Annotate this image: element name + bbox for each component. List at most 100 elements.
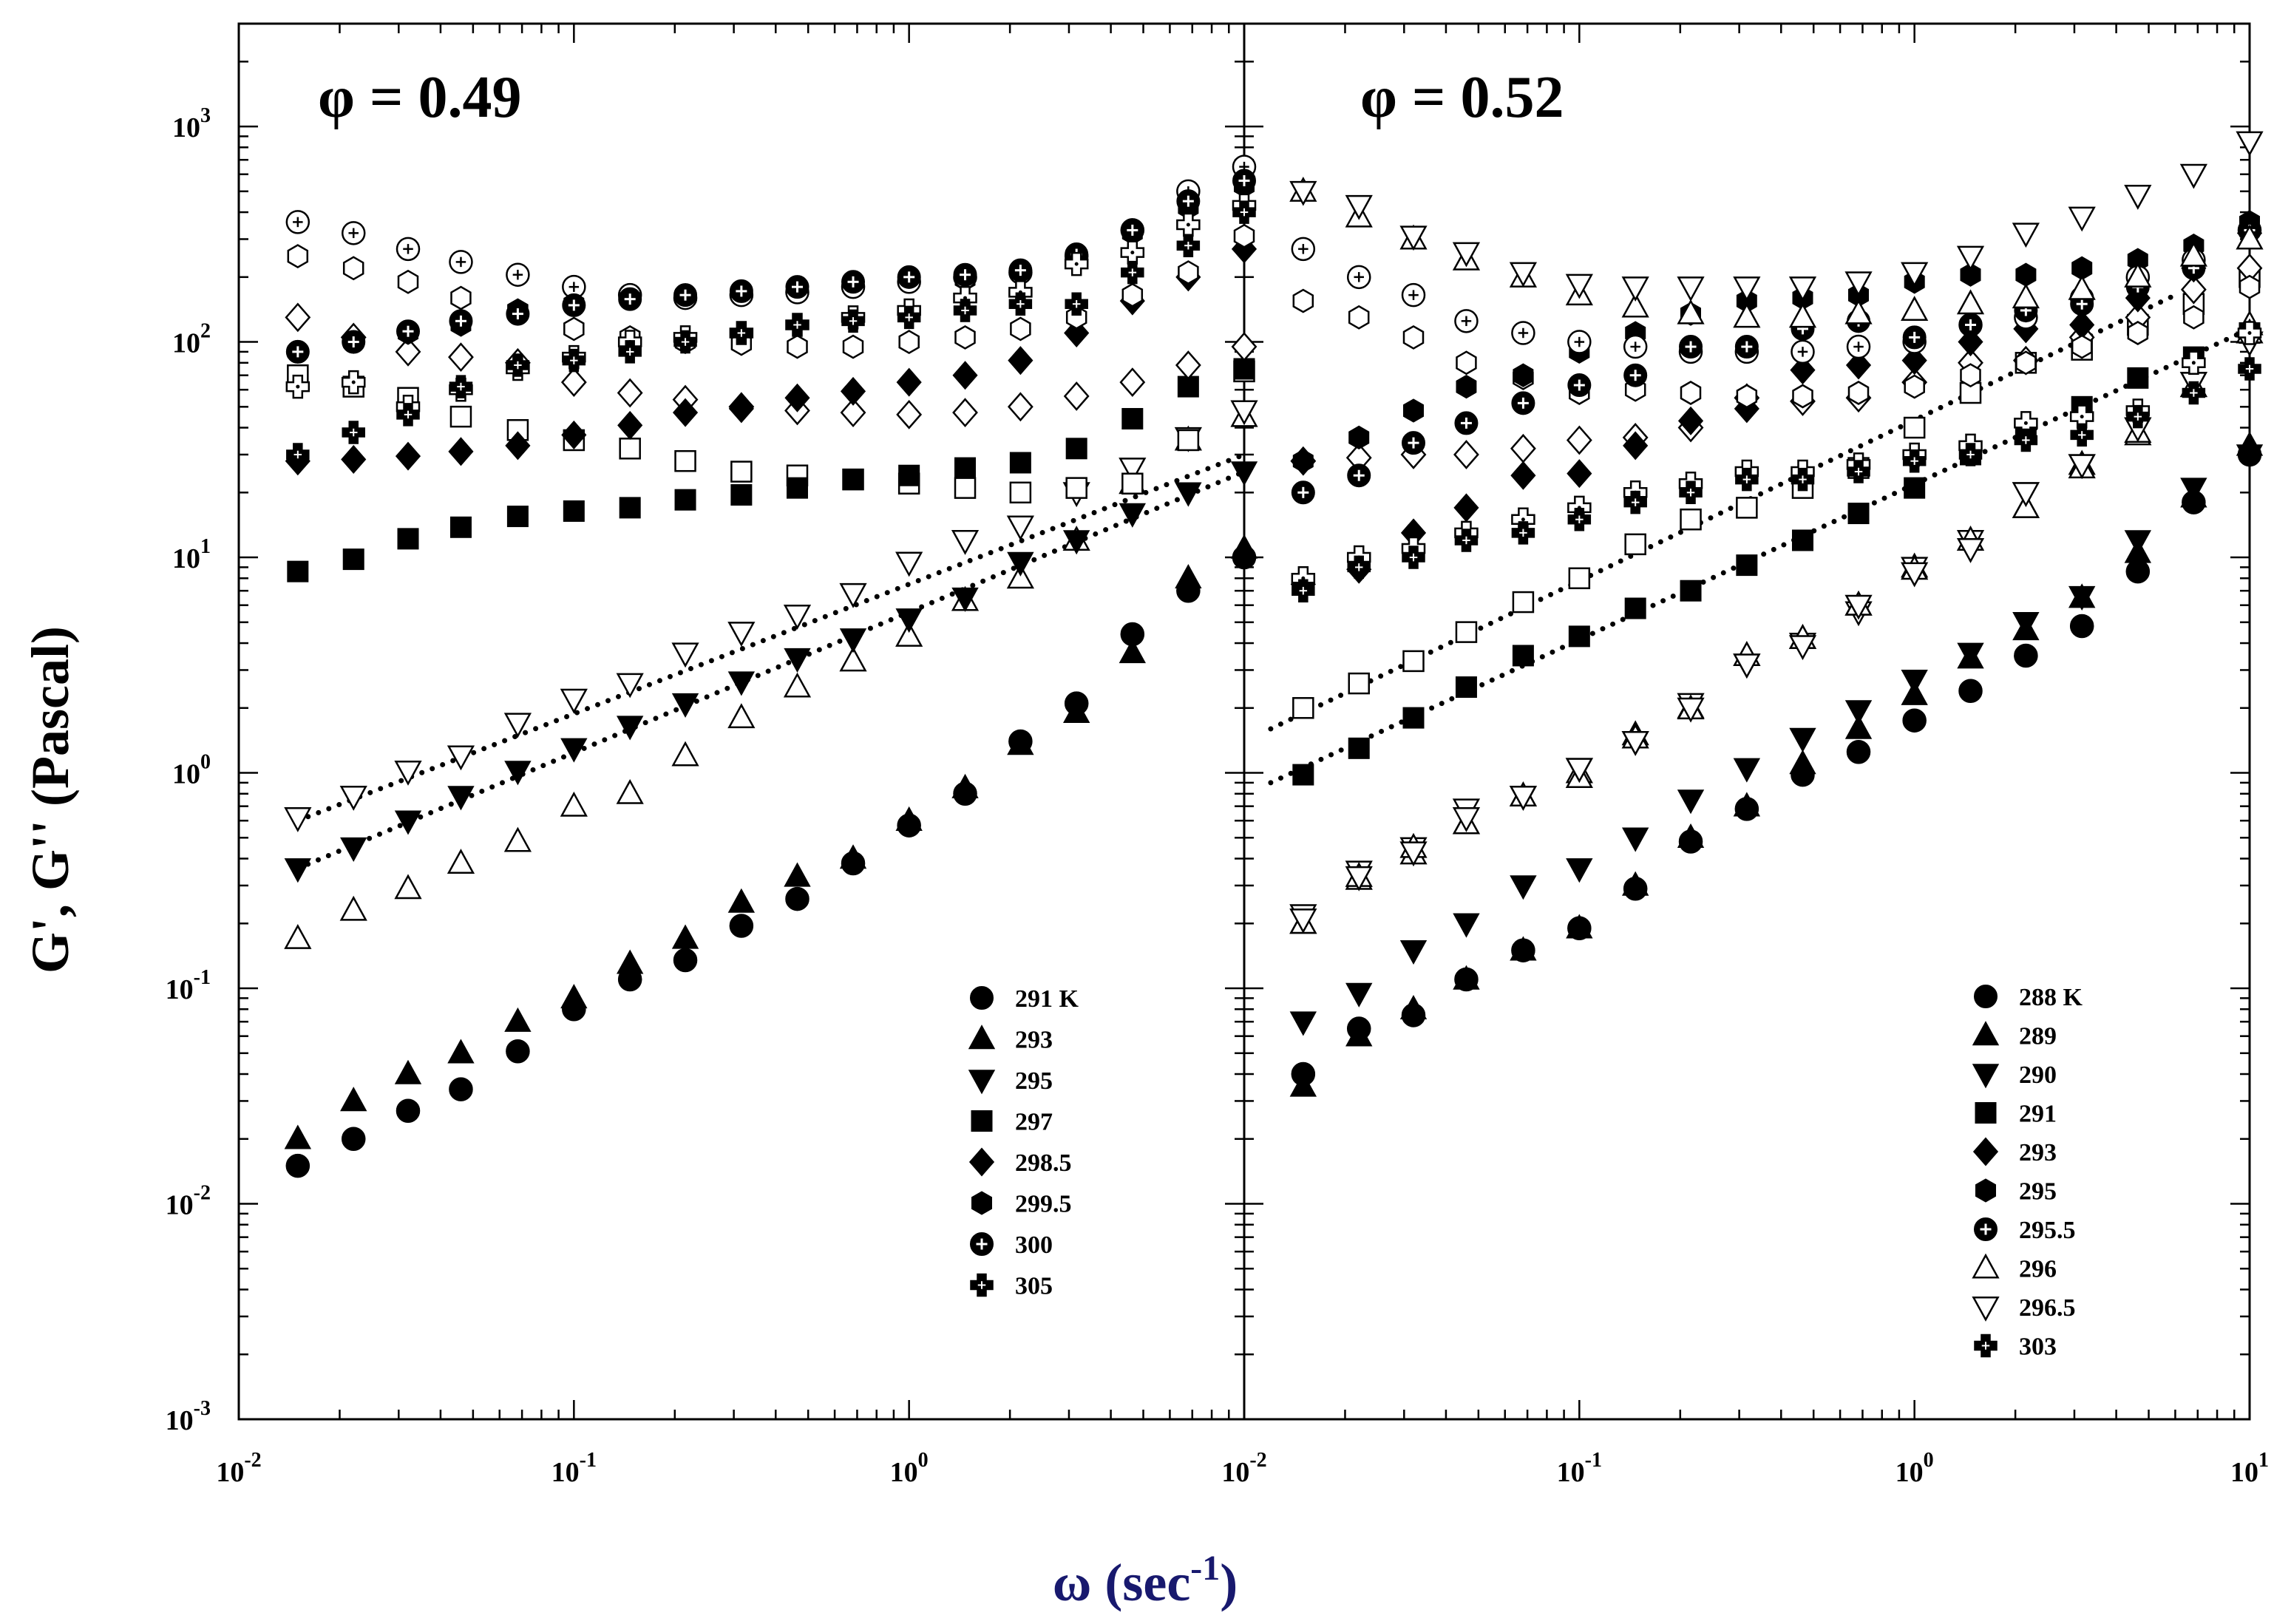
legend-label: 295 <box>1015 1067 1053 1095</box>
point-Gp <box>1566 914 1593 939</box>
point-Gpp <box>1453 440 1479 469</box>
point-Gp <box>1790 356 1816 385</box>
point-Gp <box>842 469 864 491</box>
point-Gpp <box>2237 321 2262 345</box>
point-Gpp <box>616 673 644 699</box>
point-Gpp <box>1348 305 1370 330</box>
point-Gp <box>1008 292 1033 316</box>
x-tick-label: 101 <box>2230 1449 2269 1488</box>
point-Gp <box>1509 262 1538 288</box>
point-Gpp <box>1510 433 1536 463</box>
point-Gpp <box>727 703 756 729</box>
point-Gp <box>1453 965 1480 990</box>
point-Gp <box>616 716 644 741</box>
x-axis-title: ω (sec-1) <box>1053 1549 1238 1612</box>
point-Gpp <box>2182 350 2206 376</box>
point-Gp <box>1348 425 1370 450</box>
point-Gp <box>1844 299 1873 325</box>
y-tick-label: 10-1 <box>166 966 211 1005</box>
point-Gp <box>1624 597 1646 619</box>
point-Gpp <box>787 334 808 359</box>
point-Gp <box>1847 740 1871 764</box>
point-Gp <box>1901 346 1927 376</box>
point-Gp <box>840 376 866 406</box>
point-Gp <box>730 484 753 506</box>
point-Gp <box>619 497 641 519</box>
point-Gpp <box>1568 567 1591 590</box>
point-Gpp <box>396 237 421 262</box>
point-Gp <box>506 302 530 326</box>
fit-line <box>295 469 1247 872</box>
point-Gp <box>1402 431 1426 455</box>
point-Gp <box>727 888 756 913</box>
point-Gp <box>2127 367 2149 389</box>
point-Gp <box>340 837 367 862</box>
legend-marker <box>968 1070 996 1095</box>
point-Gp <box>1289 180 1317 206</box>
point-Gp <box>1958 443 1983 466</box>
point-Gp <box>2014 643 2038 667</box>
point-Gpp <box>1901 562 1929 588</box>
point-Gp <box>1567 459 1592 489</box>
point-Gp <box>1902 325 1927 350</box>
point-Gp <box>2014 428 2038 452</box>
point-Gp <box>618 340 642 364</box>
point-Gp <box>2012 612 2040 637</box>
point-Gpp <box>563 316 585 342</box>
point-Gp <box>1511 521 1535 545</box>
point-Gpp <box>1176 212 1201 237</box>
point-Gp <box>1734 335 1759 359</box>
point-Gpp <box>395 337 421 367</box>
point-Gpp <box>287 244 309 269</box>
point-Gpp <box>1009 481 1032 504</box>
point-Gp <box>2012 283 2040 309</box>
point-Gp <box>1623 490 1647 514</box>
point-Gp <box>897 265 921 289</box>
point-Gp <box>2236 224 2264 250</box>
point-Gp <box>1733 792 1761 817</box>
point-Gp <box>784 648 811 673</box>
point-Gp <box>1956 289 1985 315</box>
point-Gp <box>397 528 419 550</box>
point-Gp <box>1455 676 1477 699</box>
point-Gpp <box>1736 497 1758 519</box>
point-Gp <box>1958 679 1983 703</box>
point-Gp <box>1175 563 1202 589</box>
point-Gp <box>1348 737 1370 759</box>
point-Gp <box>1399 225 1428 251</box>
point-Gpp <box>1063 381 1090 411</box>
point-Gp <box>785 887 810 911</box>
point-Gpp <box>1231 332 1257 361</box>
point-Gp <box>671 924 699 949</box>
point-Gpp <box>339 785 367 811</box>
legend-label: 298.5 <box>1015 1149 1072 1177</box>
point-Gp <box>285 1154 310 1178</box>
point-Gp <box>897 305 921 330</box>
point-Gpp <box>1120 240 1145 265</box>
point-Gp <box>1345 982 1373 1008</box>
point-Gp <box>342 330 366 354</box>
point-Gpp <box>839 646 867 672</box>
point-Gp <box>839 844 867 869</box>
point-Gp <box>1453 493 1479 523</box>
point-Gp <box>1904 477 1926 499</box>
point-Gp <box>1957 642 1984 667</box>
point-Gpp <box>1904 374 1925 399</box>
point-Gp <box>953 262 977 287</box>
point-Gpp <box>730 461 753 483</box>
point-Gp <box>1345 194 1373 220</box>
legend-label: 291 <box>2019 1101 2057 1128</box>
point-Gp <box>1621 276 1649 302</box>
point-Gp <box>727 671 756 696</box>
point-Gp <box>728 394 754 424</box>
point-Gpp <box>2183 305 2205 330</box>
point-Gp <box>1511 391 1535 415</box>
point-Gpp <box>447 745 475 771</box>
point-Gpp <box>1402 325 1425 350</box>
point-Gpp <box>397 269 419 294</box>
point-Gp <box>449 309 473 333</box>
point-Gpp <box>674 449 696 472</box>
point-Gp <box>1621 871 1649 896</box>
point-Gp <box>506 353 530 377</box>
point-Gp <box>896 367 922 397</box>
